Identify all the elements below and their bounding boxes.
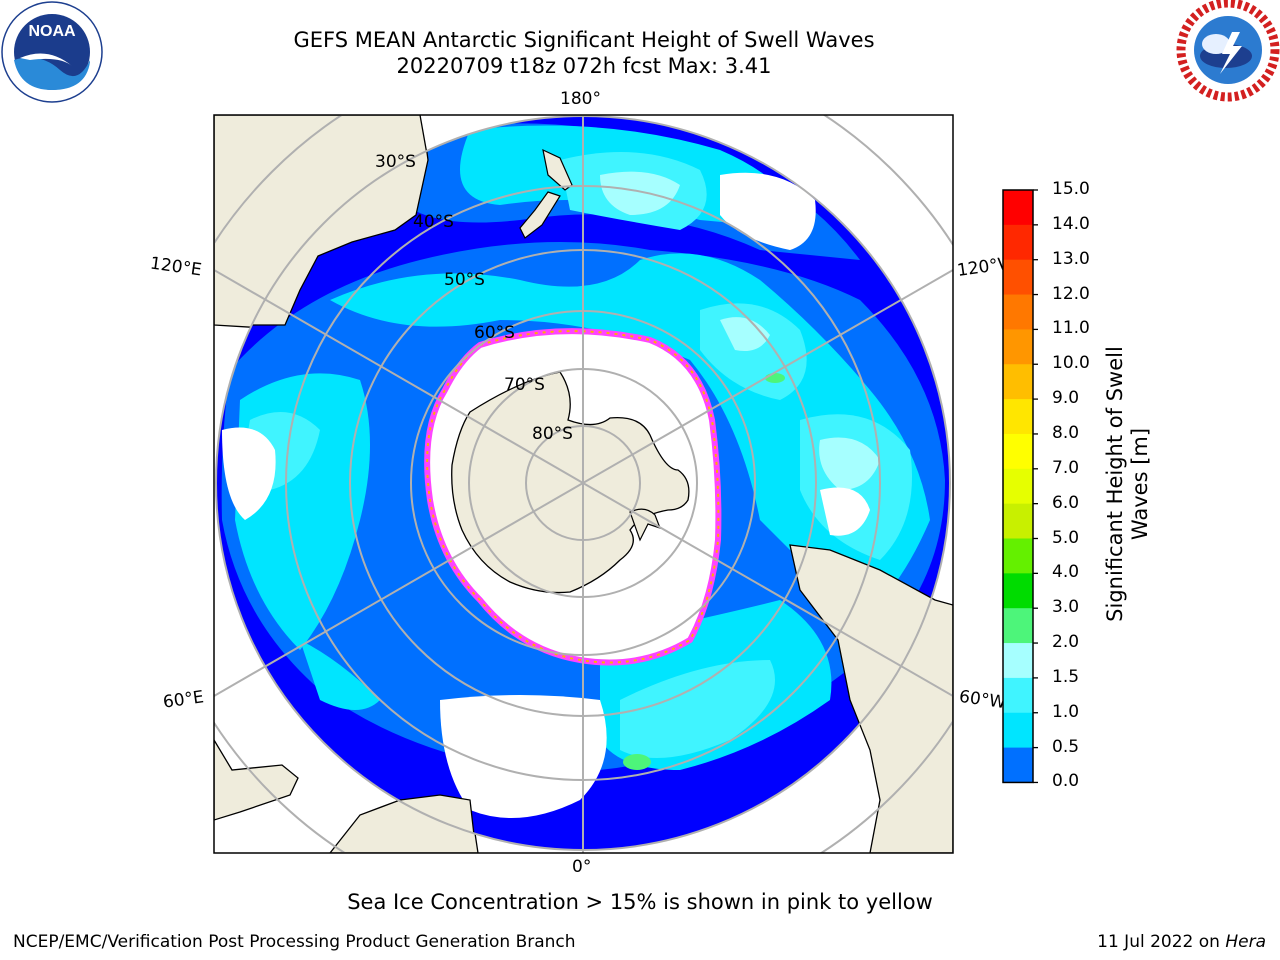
map-frame bbox=[213, 114, 954, 854]
colorbar-tick-label: 8.0 bbox=[1052, 422, 1080, 443]
colorbar-bin bbox=[1003, 573, 1033, 609]
colorbar-tick-label: 14.0 bbox=[1052, 213, 1090, 234]
colorbar-tick-label: 7.0 bbox=[1052, 457, 1080, 478]
lat-label-50s: 50°S bbox=[444, 270, 485, 290]
colorbar-title-line1: Significant Height of Swell bbox=[1103, 346, 1127, 622]
noaa-logo: NOAA bbox=[0, 0, 105, 109]
footer-date: 11 Jul 2022 on Hera bbox=[1097, 932, 1266, 952]
colorbar-bin bbox=[1003, 433, 1033, 470]
colorbar-tick-label: 15.0 bbox=[1052, 179, 1090, 199]
sea-ice-note: Sea Ice Concentration > 15% is shown in … bbox=[347, 890, 933, 914]
lat-label-30s: 30°S bbox=[375, 152, 416, 172]
colorbar-bin bbox=[1003, 468, 1033, 505]
colorbar-bin bbox=[1003, 503, 1033, 539]
colorbar-bin bbox=[1003, 259, 1033, 296]
colorbar-bin bbox=[1003, 677, 1033, 714]
colorbar-tick-label: 0.5 bbox=[1052, 736, 1080, 757]
lat-label-80s: 80°S bbox=[532, 424, 573, 444]
colorbar bbox=[1002, 189, 1038, 784]
colorbar-bin bbox=[1003, 294, 1033, 330]
lon-label-180: 180° bbox=[560, 89, 601, 109]
colorbar-title: Significant Height of Swell Waves [m] bbox=[1103, 319, 1153, 649]
colorbar-frame bbox=[1002, 189, 1034, 784]
lon-label-0: 0° bbox=[572, 857, 592, 877]
footer-machine: Hera bbox=[1225, 932, 1266, 952]
nws-logo bbox=[1176, 0, 1280, 108]
colorbar-tick-label: 2.0 bbox=[1052, 632, 1080, 653]
colorbar-bin bbox=[1003, 747, 1033, 783]
colorbar-tick-label: 4.0 bbox=[1052, 562, 1080, 583]
antarctica-landmass bbox=[451, 371, 690, 594]
colorbar-bin bbox=[1003, 399, 1033, 435]
colorbar-bin bbox=[1003, 643, 1033, 679]
colorbar-tick-label: 12.0 bbox=[1052, 283, 1090, 304]
colorbar-tick-label: 10.0 bbox=[1052, 353, 1090, 374]
colorbar-bin bbox=[1003, 364, 1033, 400]
colorbar-tick-label: 1.0 bbox=[1052, 701, 1080, 722]
colorbar-tick-label: 0.0 bbox=[1052, 771, 1080, 792]
noaa-logo-text: NOAA bbox=[28, 23, 76, 40]
footer-organization: NCEP/EMC/Verification Post Processing Pr… bbox=[13, 932, 576, 952]
colorbar-tick-label: 9.0 bbox=[1052, 388, 1080, 409]
graticule bbox=[214, 115, 953, 853]
colorbar-bin bbox=[1003, 224, 1033, 261]
colorbar-tick-label: 1.5 bbox=[1052, 666, 1080, 687]
colorbar-tick-label: 5.0 bbox=[1052, 527, 1080, 548]
colorbar-bin bbox=[1003, 538, 1033, 574]
chart-subtitle: 20220709 t18z 072h fcst Max: 3.41 bbox=[396, 54, 772, 78]
colorbar-tick-label: 13.0 bbox=[1052, 248, 1090, 269]
colorbar-bin bbox=[1003, 608, 1033, 644]
colorbar-bin bbox=[1003, 329, 1033, 365]
lat-label-60s: 60°S bbox=[474, 323, 515, 343]
lat-label-40s: 40°S bbox=[413, 212, 454, 232]
colorbar-tick-label: 11.0 bbox=[1052, 318, 1090, 339]
colorbar-tick-label: 3.0 bbox=[1052, 597, 1080, 618]
footer-date-text: 11 Jul 2022 on bbox=[1097, 932, 1226, 952]
colorbar-bin bbox=[1003, 712, 1033, 749]
lat-label-70s: 70°S bbox=[504, 375, 545, 395]
chart-title: GEFS MEAN Antarctic Significant Height o… bbox=[293, 28, 875, 52]
colorbar-tick-label: 6.0 bbox=[1052, 492, 1080, 513]
colorbar-title-line2: Waves [m] bbox=[1128, 427, 1152, 541]
antarctic-peninsula bbox=[629, 508, 662, 542]
colorbar-bin bbox=[1003, 190, 1033, 226]
